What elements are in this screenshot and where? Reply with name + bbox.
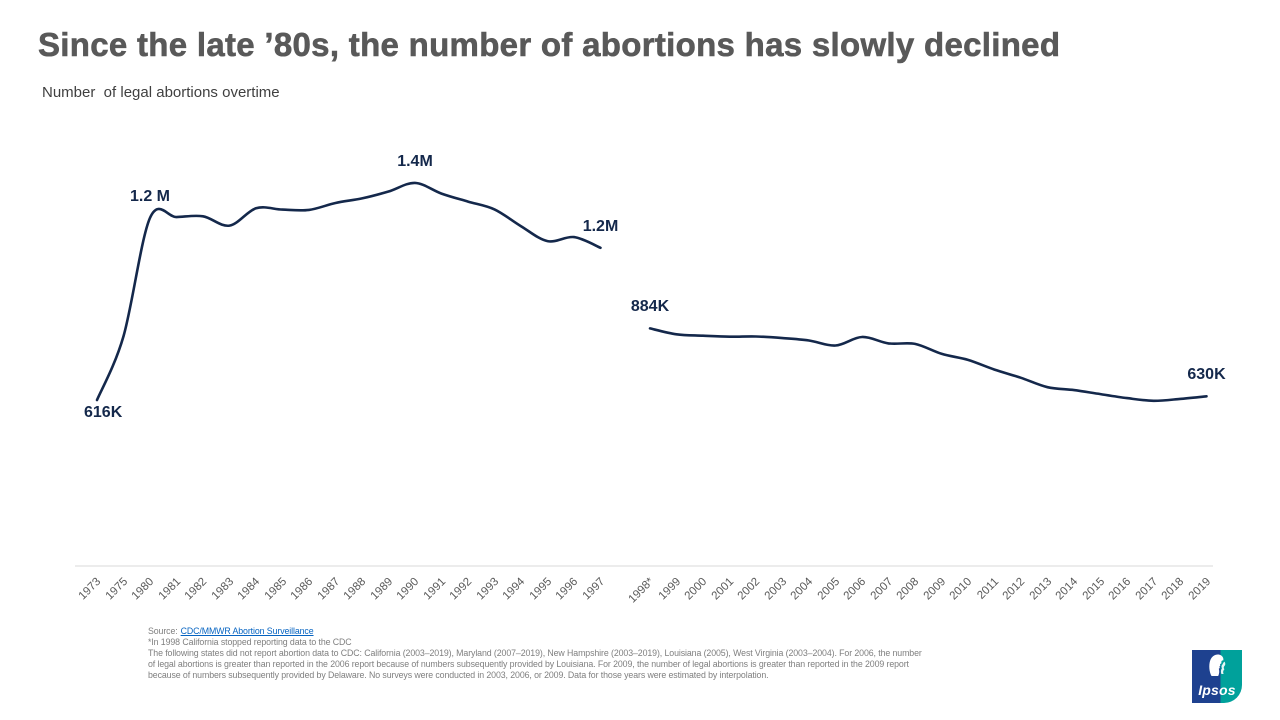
footnote: Source: CDC/MMWR Abortion Surveillance *I… xyxy=(148,626,1108,681)
page-title: Since the late ’80s, the number of abort… xyxy=(38,26,1061,64)
footnote-paragraph: The following states did not report abor… xyxy=(148,647,922,680)
footnote-asterisk-note: *In 1998 California stopped reporting da… xyxy=(148,636,352,647)
ipsos-logo: Ipsos xyxy=(1192,650,1242,703)
ipsos-logo-text: Ipsos xyxy=(1198,682,1236,698)
source-label: Source: xyxy=(148,626,178,636)
data-label: 1.4M xyxy=(397,152,433,170)
data-label: 1.2 M xyxy=(129,187,171,205)
source-line: Source: CDC/MMWR Abortion Surveillance xyxy=(148,626,1108,637)
data-label: 1.2M xyxy=(582,217,619,235)
line-series-1998–2019 xyxy=(648,327,1208,403)
data-label: 884K xyxy=(630,298,670,316)
data-label: 630K xyxy=(1187,366,1226,384)
ipsos-profile-icon xyxy=(1209,654,1226,676)
data-label: 616K xyxy=(84,404,123,421)
chart-subtitle: Number of legal abortions overtime xyxy=(42,84,280,101)
line-series-1973–1997 xyxy=(95,181,602,402)
source-link[interactable]: CDC/MMWR Abortion Surveillance xyxy=(180,626,314,636)
